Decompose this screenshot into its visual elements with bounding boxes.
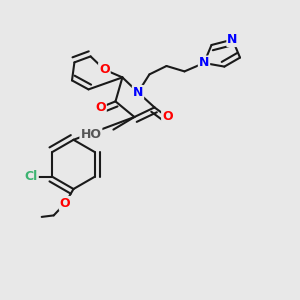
Text: Cl: Cl <box>25 170 38 183</box>
Text: HO: HO <box>80 128 101 141</box>
Text: N: N <box>227 33 238 46</box>
Text: N: N <box>133 86 143 99</box>
Text: N: N <box>199 56 209 70</box>
Text: O: O <box>60 197 70 210</box>
Text: O: O <box>95 101 106 114</box>
Text: O: O <box>99 63 110 76</box>
Text: O: O <box>162 110 173 124</box>
